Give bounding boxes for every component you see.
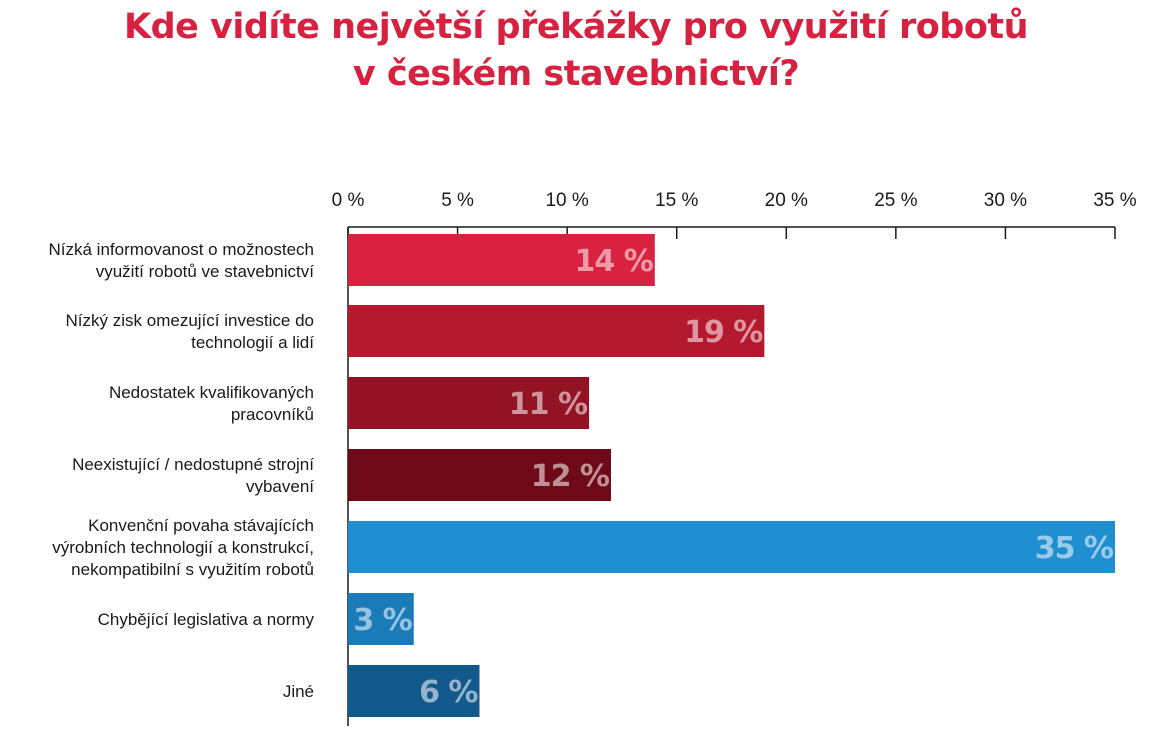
data-label: 3 % [353,603,412,638]
category-label: Nízký zisk omezující investice do [66,311,314,330]
x-tick-label: 10 % [545,190,588,211]
data-label: 11 % [509,387,588,422]
category-label: Nízká informovanost o možnostech [48,240,314,259]
x-tick-label: 15 % [655,190,698,211]
x-tick-label: 0 % [332,190,365,211]
x-tick-label: 20 % [765,190,808,211]
bar [348,665,480,717]
chart-title-line-2: v českém stavebnictví? [352,54,800,94]
x-tick-label: 35 % [1093,190,1136,211]
category-label: Jiné [283,682,314,701]
data-label: 35 % [1035,531,1114,566]
bar [348,449,611,501]
category-label: technologií a lidí [191,333,314,352]
chart-title-line-1: Kde vidíte největší překážky pro využití… [123,7,1029,47]
x-tick-label: 25 % [874,190,917,211]
category-label: Konvenční povaha stávajících [88,516,314,535]
data-label: 19 % [684,315,763,350]
category-label: využití robotů ve stavebnictví [96,262,315,281]
chart-title: Kde vidíte největší překážky pro využití… [0,4,1152,98]
bar [348,305,765,357]
category-label: Neexistující / nedostupné strojní [72,455,314,474]
category-label: vybavení [246,477,314,496]
category-label: pracovníků [231,405,314,424]
data-label: 6 % [419,675,478,710]
category-label: Nedostatek kvalifikovaných [109,383,314,402]
bar [348,377,590,429]
data-label: 12 % [531,459,610,494]
x-tick-label: 5 % [441,190,474,211]
bar [348,521,1115,573]
x-tick-label: 30 % [984,190,1027,211]
category-label: nekompatibilní s využitím robotů [71,560,314,579]
bar [348,234,655,286]
data-label: 14 % [575,244,654,279]
category-label: Chybějící legislativa a normy [98,610,315,629]
bar [348,593,414,645]
category-label: výrobních technologií a konstrukcí, [52,538,314,557]
